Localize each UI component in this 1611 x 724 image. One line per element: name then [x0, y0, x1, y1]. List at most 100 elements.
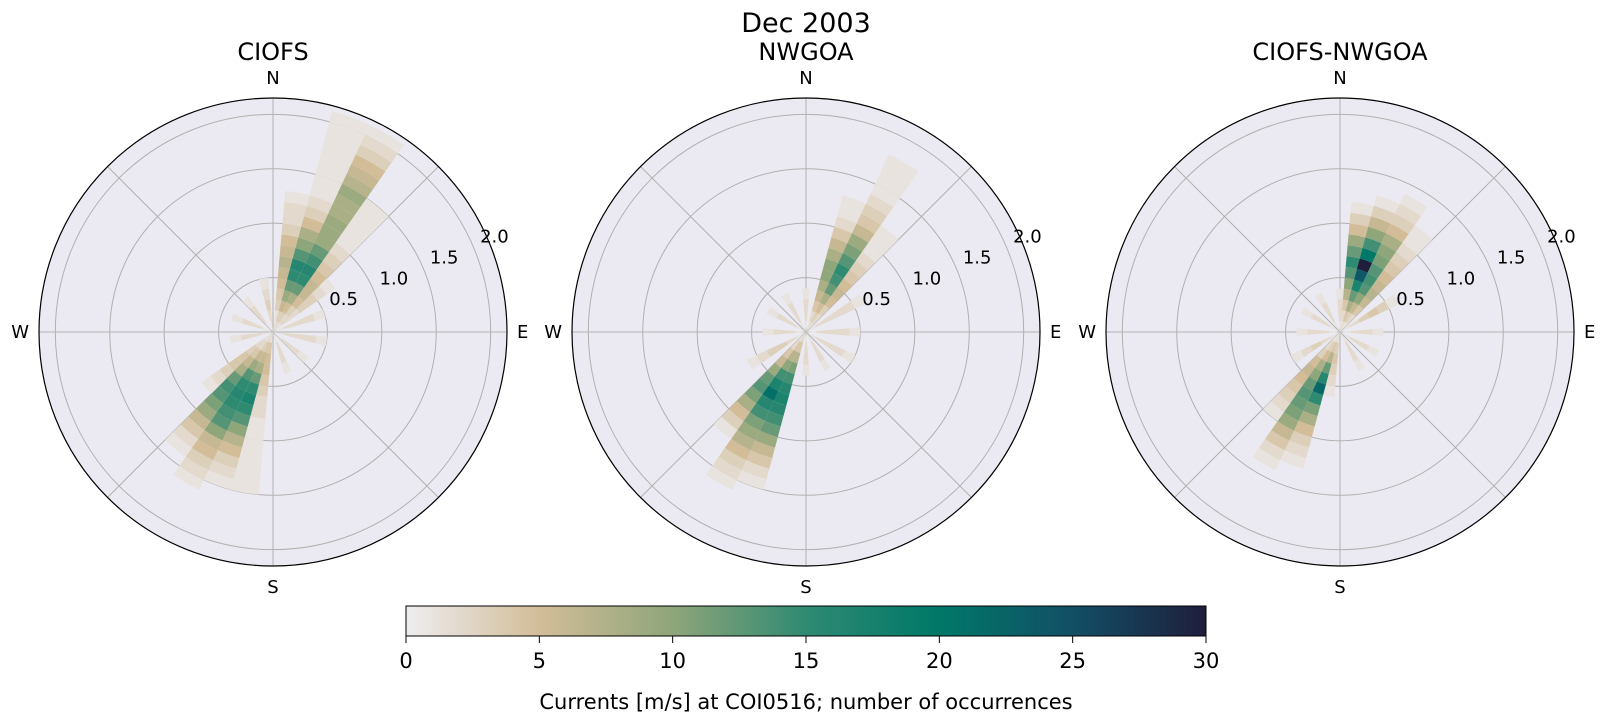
rose-bar [841, 350, 856, 364]
rose-bar [1321, 302, 1331, 315]
rose-bar [288, 308, 300, 320]
rose-bar [277, 312, 286, 324]
rose-bar [1342, 310, 1350, 323]
rose-bar [806, 332, 813, 342]
rose-bar [204, 470, 234, 490]
rose-bar [319, 278, 336, 295]
rose-bar [275, 288, 285, 301]
rose-bar [767, 362, 782, 377]
rose-bar [347, 216, 374, 240]
rose-bar [861, 203, 888, 226]
rose-bar [264, 332, 273, 340]
rose-bar [236, 401, 254, 417]
rose-bar [264, 299, 272, 311]
rose-bar [286, 292, 298, 306]
rose-bar [1353, 358, 1365, 372]
rose-bar [827, 329, 839, 335]
rose-bar [360, 134, 398, 163]
rose-bar [262, 327, 273, 332]
rose-bar [834, 216, 857, 234]
rose-bar [1340, 332, 1350, 339]
rose-bar [856, 213, 881, 234]
rose-bar [1372, 253, 1390, 270]
rose-bar [276, 277, 288, 290]
rose-bar [884, 154, 919, 181]
rose-bar [823, 313, 836, 323]
rose-bar [281, 289, 292, 303]
rose-bar [284, 191, 310, 206]
rose-bar [1365, 226, 1386, 244]
rose-bar [1348, 336, 1360, 345]
rose-bar [270, 332, 273, 343]
rose-bar [273, 327, 284, 332]
rose-bar [283, 332, 295, 338]
rose-bar [1390, 213, 1415, 234]
rose-bar [270, 321, 273, 332]
radial-tick-label: 0.5 [1396, 289, 1425, 310]
rose-bar [1364, 287, 1379, 302]
colorbar-tick-label: 5 [533, 649, 546, 673]
rose-bar [1252, 447, 1281, 471]
rose-bar [750, 440, 776, 459]
rose-bar [322, 251, 343, 271]
rose-bar [309, 184, 338, 204]
rose-bar [822, 258, 839, 273]
rose-bar [229, 385, 246, 402]
rose-bar [1402, 233, 1425, 256]
rose-bar [257, 314, 267, 325]
rose-bar [1344, 312, 1353, 324]
rose-bar [314, 233, 336, 252]
rose-bar [1356, 258, 1373, 273]
rose-bar [1316, 347, 1328, 359]
rose-bar [278, 351, 287, 364]
rose-bar [1340, 323, 1348, 332]
rose-bars [165, 111, 405, 495]
rose-bar [712, 456, 742, 480]
rose-bar [811, 300, 820, 313]
rose-bar [746, 354, 762, 370]
rose-bar [778, 381, 792, 396]
rose-bar [819, 292, 831, 306]
rose-bar [292, 247, 310, 263]
panel-title: NWGOA [758, 38, 854, 66]
rose-bar [1335, 332, 1340, 343]
rose-bar [230, 479, 260, 495]
direction-label-e: E [517, 322, 528, 343]
rose-bar [273, 332, 284, 335]
rose-bar [242, 355, 255, 368]
rose-bar [736, 393, 757, 413]
rose-bar [332, 193, 361, 217]
rose-bar [258, 374, 270, 387]
rose-bar [793, 340, 802, 352]
rose-bar [310, 269, 327, 286]
direction-label-n: N [266, 68, 279, 89]
angular-gridline [805, 331, 972, 498]
rose-bar [1296, 385, 1313, 402]
rose-bar [787, 349, 797, 362]
rose-bar [311, 285, 327, 301]
rose-bar [1337, 299, 1343, 311]
rose-bar [266, 332, 273, 342]
rose-bar [847, 233, 869, 252]
rose-bar [1367, 262, 1384, 279]
rose-bar [273, 332, 278, 343]
rose-bar [229, 334, 242, 344]
rose-bar [806, 323, 814, 332]
rose-bar [237, 350, 250, 363]
rose-bar [868, 233, 891, 256]
rose-bar [1258, 438, 1285, 461]
polar-panel-ciofs-nwgoa: 0.5 1.0 1.5 2.0 N E S W CIOFS-NWGOA [1078, 38, 1595, 598]
rose-bar [832, 307, 846, 319]
rose-bar [805, 332, 807, 343]
rose-bar [275, 341, 283, 354]
rose-bars [706, 154, 919, 490]
rose-bar [1309, 355, 1322, 368]
rose-bar [208, 460, 237, 480]
rose-bar [766, 307, 780, 319]
rose-bar [273, 332, 282, 340]
rose-bar [801, 332, 806, 343]
rose-bar [1362, 272, 1378, 288]
rose-bar [279, 245, 296, 259]
rose-bar [198, 430, 223, 451]
rose-bar [351, 154, 386, 181]
